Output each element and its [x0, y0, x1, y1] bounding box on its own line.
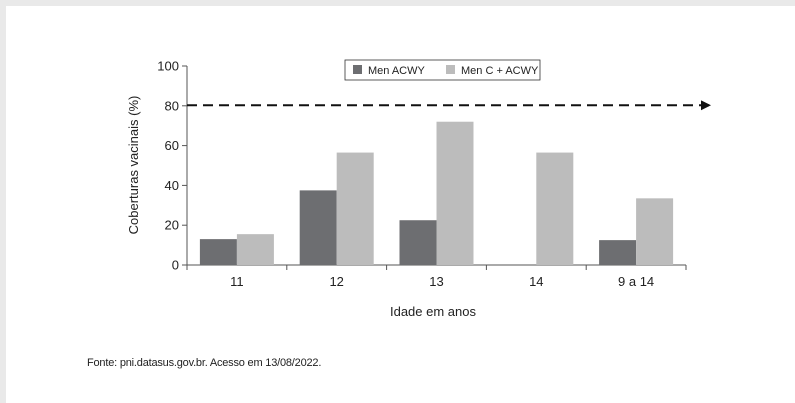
legend-label-men-acwy: Men ACWY	[368, 65, 426, 77]
y-tick-label: 80	[165, 98, 179, 113]
y-tick-label: 100	[157, 59, 179, 74]
bar-men-acwy	[199, 239, 237, 265]
x-tick-label: 9 a 14	[618, 274, 654, 289]
x-tick-label: 12	[329, 274, 343, 289]
x-tick-label: 13	[429, 274, 443, 289]
legend-box	[344, 59, 541, 81]
y-tick-label: 0	[172, 258, 179, 273]
y-tick-label: 20	[165, 218, 179, 233]
legend-swatch-men-acwy	[353, 65, 362, 74]
x-tick-label: 14	[529, 274, 543, 289]
x-axis-label: Idade em anos	[390, 304, 477, 319]
bar-men-acwy	[299, 190, 337, 265]
x-tick-label: 11	[230, 274, 244, 289]
source-note: Fonte: pni.datasus.gov.br. Acesso em 13/…	[87, 357, 322, 369]
bar-men-c-acwy	[436, 121, 474, 265]
legend-swatch-men-c-acwy	[446, 65, 455, 74]
bar-men-acwy	[599, 240, 637, 265]
legend-label-men-c-acwy: Men C + ACWY	[461, 65, 539, 77]
y-tick-label: 60	[165, 138, 179, 153]
bar-men-acwy	[399, 220, 437, 265]
y-tick-label: 40	[165, 178, 179, 193]
y-axis-label: Coberturas vacinais (%)	[126, 96, 141, 235]
chart-legend: Men ACWY Men C + ACWY	[344, 59, 541, 81]
bar-men-c-acwy	[336, 152, 374, 265]
bar-men-c-acwy	[236, 234, 274, 265]
bar-men-c-acwy	[536, 152, 574, 265]
bar-men-c-acwy	[636, 198, 674, 265]
